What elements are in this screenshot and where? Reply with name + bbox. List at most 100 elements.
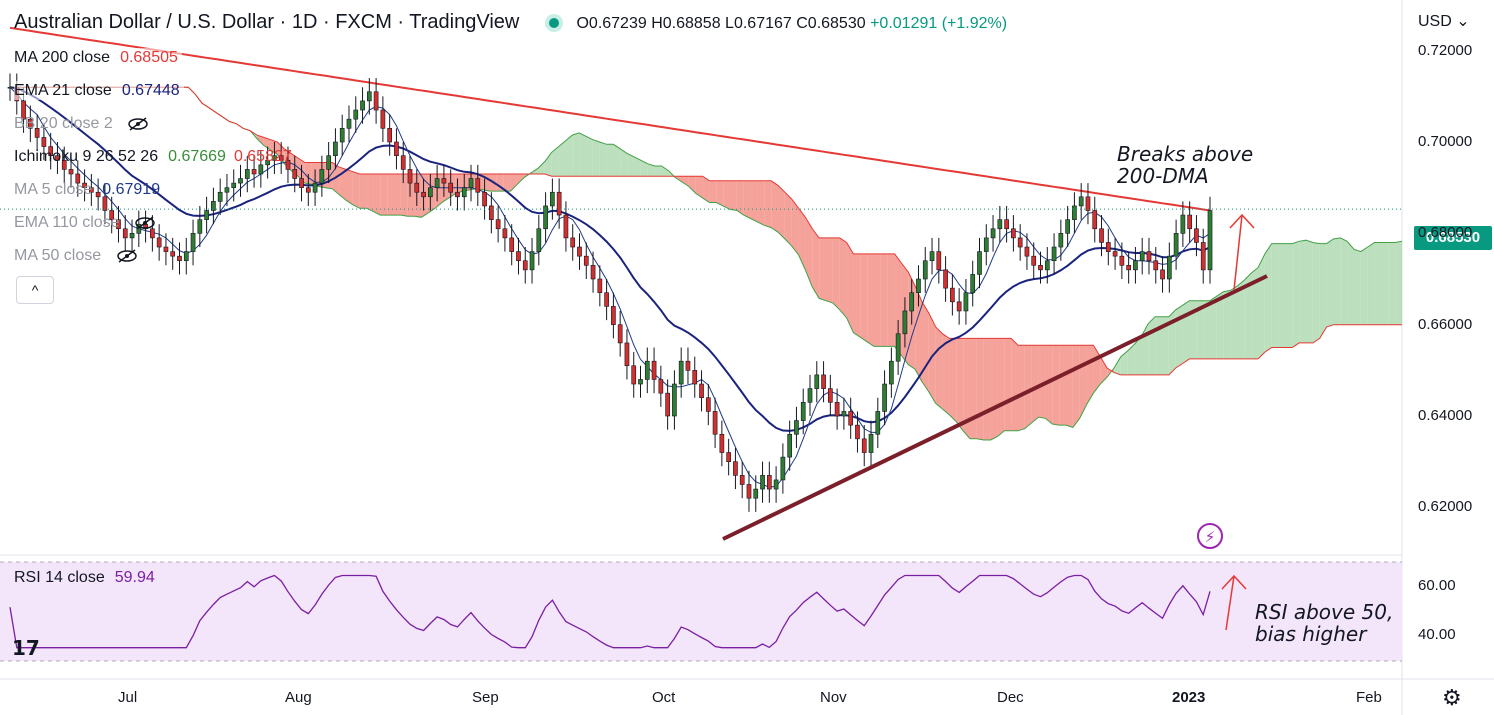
candle-body (1153, 260, 1159, 271)
candle-body (577, 246, 582, 257)
bull-candle (360, 87, 365, 124)
bear-candle (373, 78, 379, 124)
bear-candle (563, 201, 569, 252)
ichimoku-cloud-segment (634, 156, 641, 177)
hidden-eye-icon[interactable] (127, 117, 149, 131)
candle-body (950, 287, 955, 303)
bear-candle (1160, 256, 1165, 293)
bear-candle (455, 178, 460, 211)
candle-body (753, 488, 759, 499)
time-tick-label: Feb (1356, 689, 1382, 706)
bull-candle (1078, 183, 1084, 220)
ichimoku-cloud-segment (805, 217, 813, 287)
bear-candle (855, 411, 860, 453)
bear-candle (509, 224, 515, 266)
ichimoku-cloud-segment (826, 237, 833, 303)
bull-candle (644, 347, 650, 394)
bear-candle (746, 470, 752, 512)
time-tick-label: Oct (652, 689, 676, 706)
legend-ma5[interactable]: MA 5 close 0.67919 (14, 181, 161, 198)
ichimoku-cloud-segment (579, 132, 586, 177)
ichimoku-cloud-segment (784, 192, 792, 246)
price-tick-label: 0.70000 (1418, 133, 1473, 150)
bull-candle (963, 279, 969, 325)
currency-selector[interactable]: USD ⌄ (1418, 13, 1470, 30)
legend-ichimoku[interactable]: Ichimoku 9 26 52 26 0.67669 0.65827 (14, 148, 292, 165)
ichimoku-cloud-segment (654, 165, 662, 177)
candle-body (563, 214, 569, 239)
ichimoku-cloud-segment (1134, 336, 1142, 375)
ichimoku-cloud-segment (1210, 296, 1217, 359)
ichimoku-cloud-segment (592, 139, 600, 177)
bear-candle (577, 233, 582, 270)
candle-body (705, 397, 711, 412)
hidden-eye-icon[interactable] (116, 249, 138, 263)
legend-bb20[interactable]: BB 20 close 2 (14, 115, 149, 133)
time-tick-label: Jul (118, 689, 138, 706)
candle-body (1024, 246, 1030, 257)
candle-body (977, 251, 982, 275)
hidden-eye-icon[interactable] (134, 216, 156, 230)
ichimoku-cloud-segment (1367, 242, 1375, 325)
bull-candle (773, 466, 779, 503)
bear-candle (617, 310, 623, 357)
ichimoku-cloud-segment (346, 169, 353, 205)
legend-ma200[interactable]: MA 200 close 0.68505 (14, 48, 182, 67)
collapse-legend-button[interactable]: ^ (16, 276, 54, 304)
candle-body (1038, 264, 1043, 271)
candle-body (516, 251, 521, 262)
bear-candle (102, 183, 108, 225)
ichimoku-cloud-segment (778, 185, 785, 240)
ichimoku-cloud-segment (1031, 345, 1039, 423)
bear-candle (109, 196, 115, 234)
ichimoku-cloud-segment (366, 173, 374, 212)
settings-gear-icon[interactable]: ⚙ (1442, 685, 1462, 710)
symbol-title[interactable]: Australian Dollar / U.S. Dollar · 1D · F… (14, 11, 520, 33)
bear-candle (150, 215, 155, 252)
candle-body (766, 475, 772, 490)
legend-ema110[interactable]: EMA 110 close (14, 214, 156, 232)
bull-candle (1180, 201, 1186, 248)
bear-candle (251, 155, 257, 188)
ichimoku-cloud-segment (1203, 300, 1210, 359)
bear-candle (821, 361, 826, 403)
ichimoku-cloud-segment (1388, 242, 1396, 325)
candle-body (624, 342, 630, 367)
bear-candle (482, 178, 487, 220)
price-tick-label: 0.66000 (1418, 315, 1473, 333)
candle-body (1072, 205, 1077, 220)
bear-candle (556, 178, 562, 229)
bear-candle (380, 96, 386, 142)
ichimoku-cloud-segment (949, 338, 957, 422)
candle-body (848, 411, 854, 426)
legend-rsi[interactable]: RSI 14 close 59.94 (14, 569, 155, 586)
candle-body (550, 191, 555, 207)
candle-body (28, 118, 33, 129)
ichimoku-cloud-segment (640, 160, 648, 177)
bear-candle (1031, 242, 1037, 279)
ichimoku-cloud-segment (1333, 237, 1341, 325)
ichimoku-cloud-segment (1244, 273, 1252, 359)
bull-candle (434, 164, 440, 202)
candle-body (258, 164, 264, 175)
bull-candle (136, 210, 142, 248)
bull-candle (753, 475, 759, 512)
bear-candle (583, 242, 589, 279)
ichimoku-cloud-segment (551, 146, 559, 177)
price-tick-label: 0.68000 (1418, 224, 1473, 242)
candle-body (821, 374, 826, 389)
legend-ma50[interactable]: MA 50 close (14, 247, 138, 265)
candle-body (1085, 196, 1091, 211)
ichimoku-cloud-segment (1319, 243, 1327, 339)
ohlc-readout: O0.67239 H0.68858 L0.67167 C0.68530 +0.0… (576, 15, 1007, 32)
legend-ema21[interactable]: EMA 21 close 0.67448 (14, 81, 184, 100)
bear-candle (658, 365, 664, 407)
candle-body (312, 182, 318, 193)
ichimoku-cloud-segment (1120, 350, 1128, 375)
candle-body (617, 324, 623, 344)
lightning-icon[interactable]: ⚡ (1197, 523, 1223, 549)
tradingview-logo[interactable]: 17 (12, 636, 40, 660)
ichimoku-cloud-segment (373, 173, 381, 216)
bear-candle (624, 329, 630, 380)
